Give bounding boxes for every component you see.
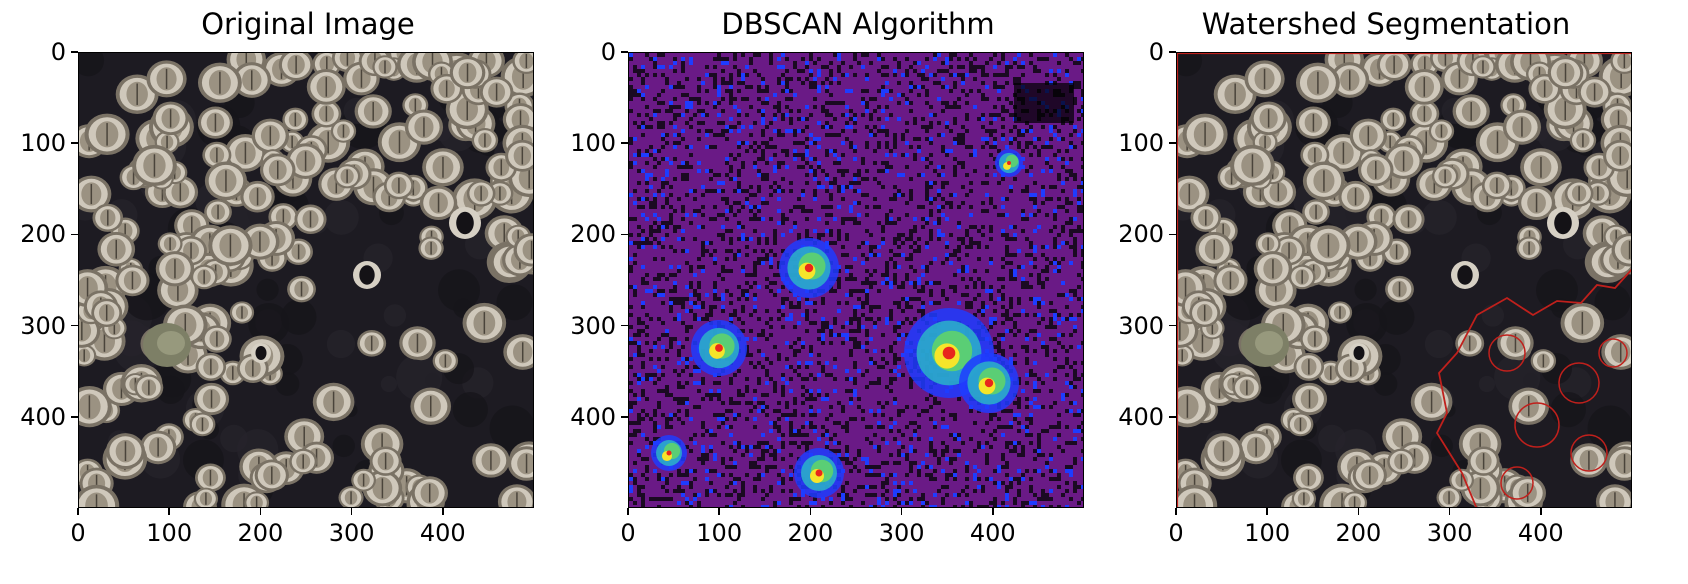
x-tick-mark	[1357, 508, 1360, 515]
y-tick-label: 100	[20, 129, 66, 158]
x-tick-mark	[77, 508, 79, 515]
x-tick-label: 300	[328, 519, 375, 547]
y-tick-mark	[1169, 416, 1176, 418]
x-tick-mark	[1175, 508, 1177, 515]
panel-title: Original Image	[201, 7, 415, 41]
x-tick-label: 300	[1426, 519, 1473, 547]
y-tick-label: 100	[1118, 129, 1164, 158]
x-tick-mark	[627, 508, 629, 515]
panel-original: Original Image 0 100 200 300 400 0 100 200 300 40…	[0, 0, 540, 584]
x-tick-mark	[1266, 508, 1268, 515]
y-tick-label: 300	[1118, 311, 1164, 340]
x-tick-label: 0	[620, 519, 636, 547]
y-tick-label: 200	[1118, 220, 1164, 249]
x-tick-mark	[350, 508, 353, 515]
x-tick-label: 200	[237, 519, 284, 547]
x-tick-mark	[442, 508, 444, 515]
x-tick-label: 200	[787, 519, 834, 547]
y-tick-label: 0	[1148, 38, 1164, 66]
x-tick-mark	[992, 508, 994, 515]
y-tick-mark	[71, 51, 78, 53]
x-tick-mark	[900, 508, 903, 515]
y-tick-label: 0	[600, 38, 616, 66]
x-tick-label: 100	[696, 519, 743, 547]
x-tick-label: 400	[1517, 519, 1564, 547]
y-tick-label: 200	[20, 220, 66, 249]
dbscan-label-image	[629, 53, 1083, 507]
panel-title: DBSCAN Algorithm	[721, 7, 995, 41]
dbscan-cluster-map	[628, 52, 1084, 508]
x-tick-label: 400	[969, 519, 1016, 547]
x-tick-label: 100	[1244, 519, 1291, 547]
y-tick-label: 300	[570, 311, 616, 340]
x-tick-label: 200	[1335, 519, 1382, 547]
x-tick-label: 0	[1168, 519, 1184, 547]
y-tick-mark	[1169, 142, 1176, 144]
panel-dbscan: DBSCAN Algorithm 0 100 200 300 400 0 100 200 300…	[550, 0, 1090, 584]
x-tick-label: 100	[146, 519, 193, 547]
y-tick-label: 400	[1118, 402, 1164, 431]
x-tick-mark	[809, 508, 812, 515]
x-tick-label: 400	[419, 519, 466, 547]
watershed-overlay	[1177, 53, 1631, 507]
y-tick-label: 300	[20, 311, 66, 340]
y-tick-mark	[1169, 233, 1176, 236]
y-tick-label: 400	[570, 402, 616, 431]
y-tick-mark	[71, 233, 78, 236]
y-tick-mark	[1169, 324, 1176, 327]
x-tick-label: 300	[878, 519, 925, 547]
y-tick-mark	[1169, 51, 1176, 53]
x-tick-label: 0	[70, 519, 86, 547]
x-tick-mark	[259, 508, 262, 515]
y-tick-mark	[71, 324, 78, 327]
x-tick-mark	[1448, 508, 1451, 515]
watershed-image	[1176, 52, 1632, 508]
y-tick-mark	[71, 142, 78, 144]
y-tick-mark	[621, 51, 628, 53]
barnacle-photo	[79, 53, 533, 507]
y-tick-mark	[621, 233, 628, 236]
y-tick-mark	[621, 142, 628, 144]
y-tick-mark	[621, 416, 628, 418]
panel-title: Watershed Segmentation	[1201, 7, 1571, 41]
x-tick-mark	[1540, 508, 1542, 515]
panel-watershed: Watershed Segmentation 0 100 200 300 400 0 100…	[1098, 0, 1638, 584]
y-tick-label: 200	[570, 220, 616, 249]
x-tick-mark	[718, 508, 720, 515]
original-image	[78, 52, 534, 508]
y-tick-mark	[621, 324, 628, 327]
y-tick-label: 400	[20, 402, 66, 431]
x-tick-mark	[168, 508, 170, 515]
y-tick-mark	[71, 416, 78, 418]
y-tick-label: 100	[570, 129, 616, 158]
y-tick-label: 0	[50, 38, 66, 66]
